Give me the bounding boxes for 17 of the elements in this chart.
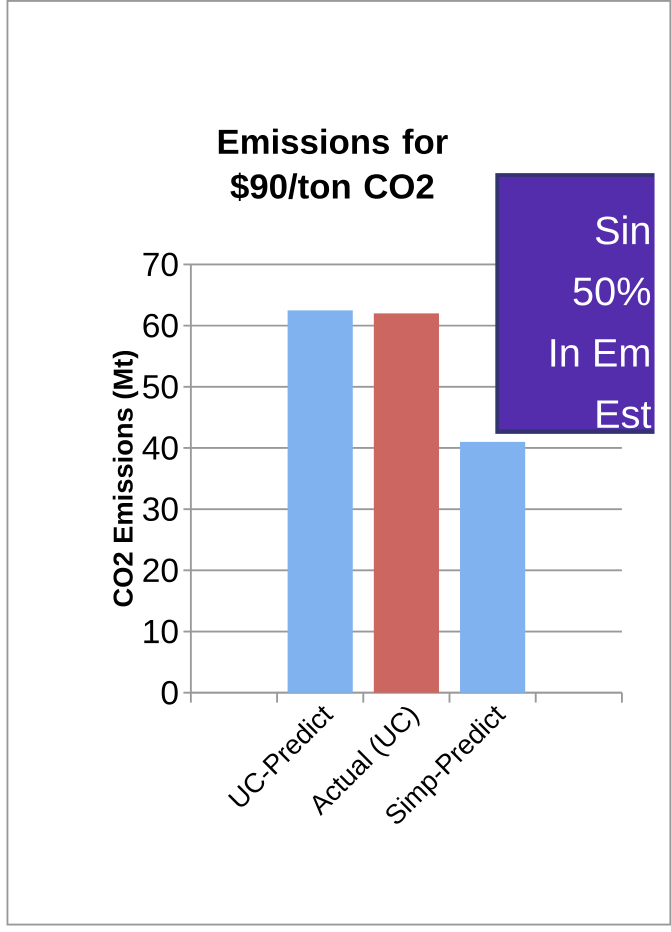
- bar: [287, 310, 353, 693]
- y-tick-label: 40: [142, 436, 178, 460]
- bar: [374, 313, 439, 693]
- annotation: 50%: [573, 277, 650, 306]
- y-axis-title: CO2 Emissions (Mt): [112, 350, 138, 606]
- text: Sin: [596, 215, 649, 245]
- chart-title: Emissions for $90/ton CO2: [218, 128, 448, 202]
- y-tick-label: 70: [143, 252, 178, 276]
- y-tick-label: 30: [142, 497, 178, 522]
- y-tick-label: 50: [142, 374, 178, 399]
- y-tick-label: 0: [162, 680, 178, 705]
- y-tick-label: 60: [143, 314, 178, 338]
- y-tick-label: 20: [143, 558, 178, 582]
- bar: [460, 442, 526, 693]
- annotation: Est: [597, 400, 652, 428]
- annotation: In Em: [551, 339, 649, 367]
- y-tick-label: 10: [144, 620, 178, 644]
